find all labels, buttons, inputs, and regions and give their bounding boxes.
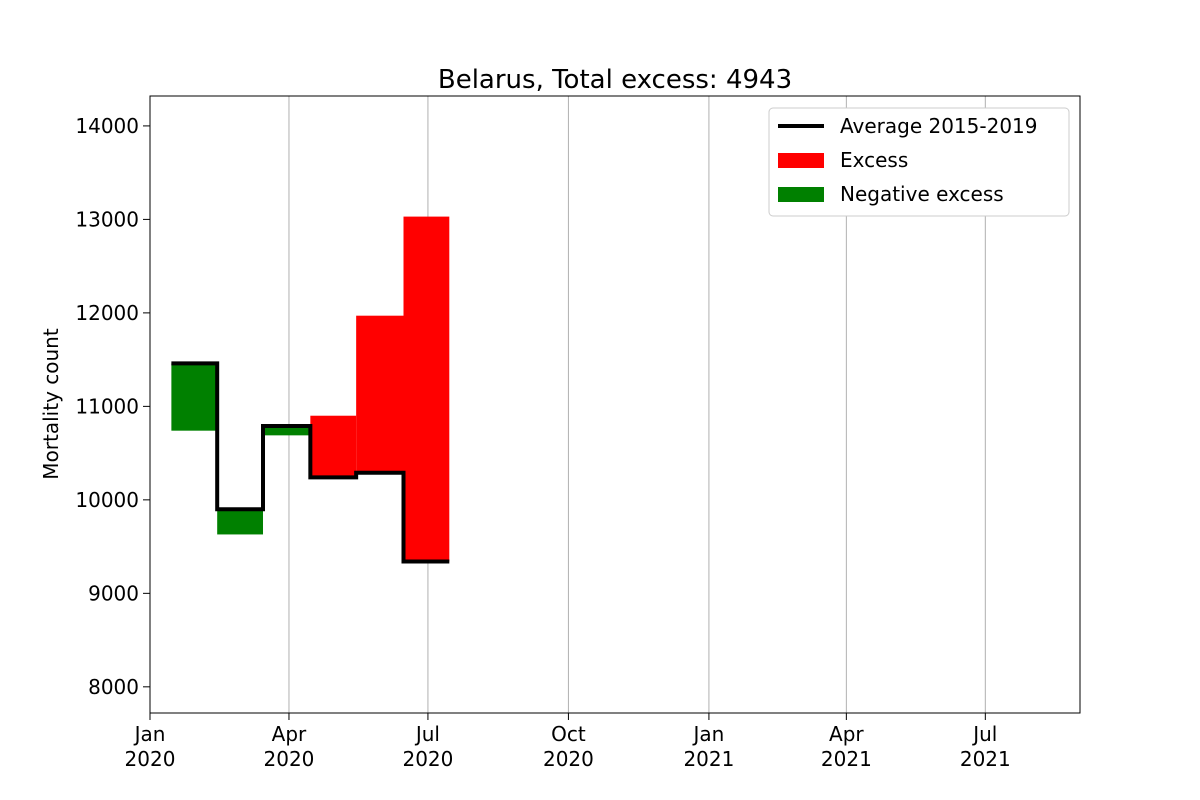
x-tick-label-month: Jan [691,722,724,746]
average-line-layer [171,361,450,564]
bars-layer [171,216,450,562]
legend: Average 2015-2019 Excess Negative excess [768,107,1070,217]
x-tick-label-month: Jan [133,722,166,746]
excess-bar [310,415,357,478]
legend-negative-label: Negative excess [840,182,1004,206]
x-tick-label-year: 2020 [543,747,594,771]
excess-bar [356,315,404,473]
negative-excess-bar [217,509,264,535]
legend-excess-swatch [778,153,824,168]
x-tick-label-year: 2020 [402,747,453,771]
y-tick-label: 11000 [75,394,139,418]
x-tick-label-year: 2021 [821,747,872,771]
plot-frame [149,95,1081,714]
y-tick-label: 12000 [75,301,139,325]
y-tick-label: 8000 [88,675,139,699]
legend-negative-swatch [778,187,824,202]
y-tick-label: 10000 [75,488,139,512]
negative-excess-bar [263,426,311,436]
average-line [171,361,450,564]
x-tick-label-year: 2021 [683,747,734,771]
y-tick-label: 9000 [88,581,139,605]
x-tick-label-year: 2021 [960,747,1011,771]
legend-box [768,107,1070,217]
legend-excess-label: Excess [840,148,908,172]
y-tick-label: 13000 [75,207,139,231]
x-tick-label-year: 2020 [264,747,315,771]
x-tick-label-year: 2020 [125,747,176,771]
negative-excess-bar [171,363,218,431]
y-axis-label: Mortality count [39,328,63,480]
legend-average-label: Average 2015-2019 [840,114,1038,138]
x-axis-ticks: Jan2020Apr2020Jul2020Oct2020Jan2021Apr20… [125,713,1011,771]
x-tick-label-month: Jul [414,722,440,746]
x-tick-label-month: Apr [272,722,307,746]
y-tick-label: 14000 [75,114,139,138]
x-tick-label-month: Oct [551,722,586,746]
x-tick-label-month: Jul [971,722,997,746]
x-tick-label-month: Apr [829,722,864,746]
excess-bar [403,216,450,562]
chart-title: Belarus, Total excess: 4943 [438,65,792,95]
y-axis-ticks: 8000 9000 10000 11000 12000 13000 14000 [75,114,150,699]
